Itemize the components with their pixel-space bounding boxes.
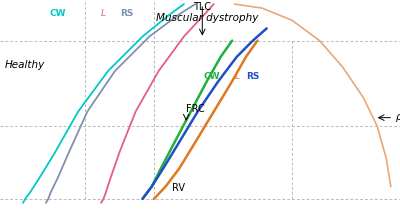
Text: RS: RS	[246, 72, 260, 81]
Text: L: L	[101, 9, 106, 18]
Text: RV: RV	[172, 183, 186, 193]
Text: FRC: FRC	[186, 104, 205, 114]
Text: $\rho_{lmax}$: $\rho_{lmax}$	[396, 112, 400, 124]
Text: CW: CW	[49, 9, 66, 18]
Text: CW: CW	[203, 72, 220, 81]
Text: RS: RS	[120, 9, 133, 18]
Text: Healthy: Healthy	[4, 60, 45, 70]
Text: Muscular dystrophy: Muscular dystrophy	[156, 13, 259, 23]
Text: TLC: TLC	[193, 2, 211, 12]
Text: L: L	[234, 72, 239, 81]
